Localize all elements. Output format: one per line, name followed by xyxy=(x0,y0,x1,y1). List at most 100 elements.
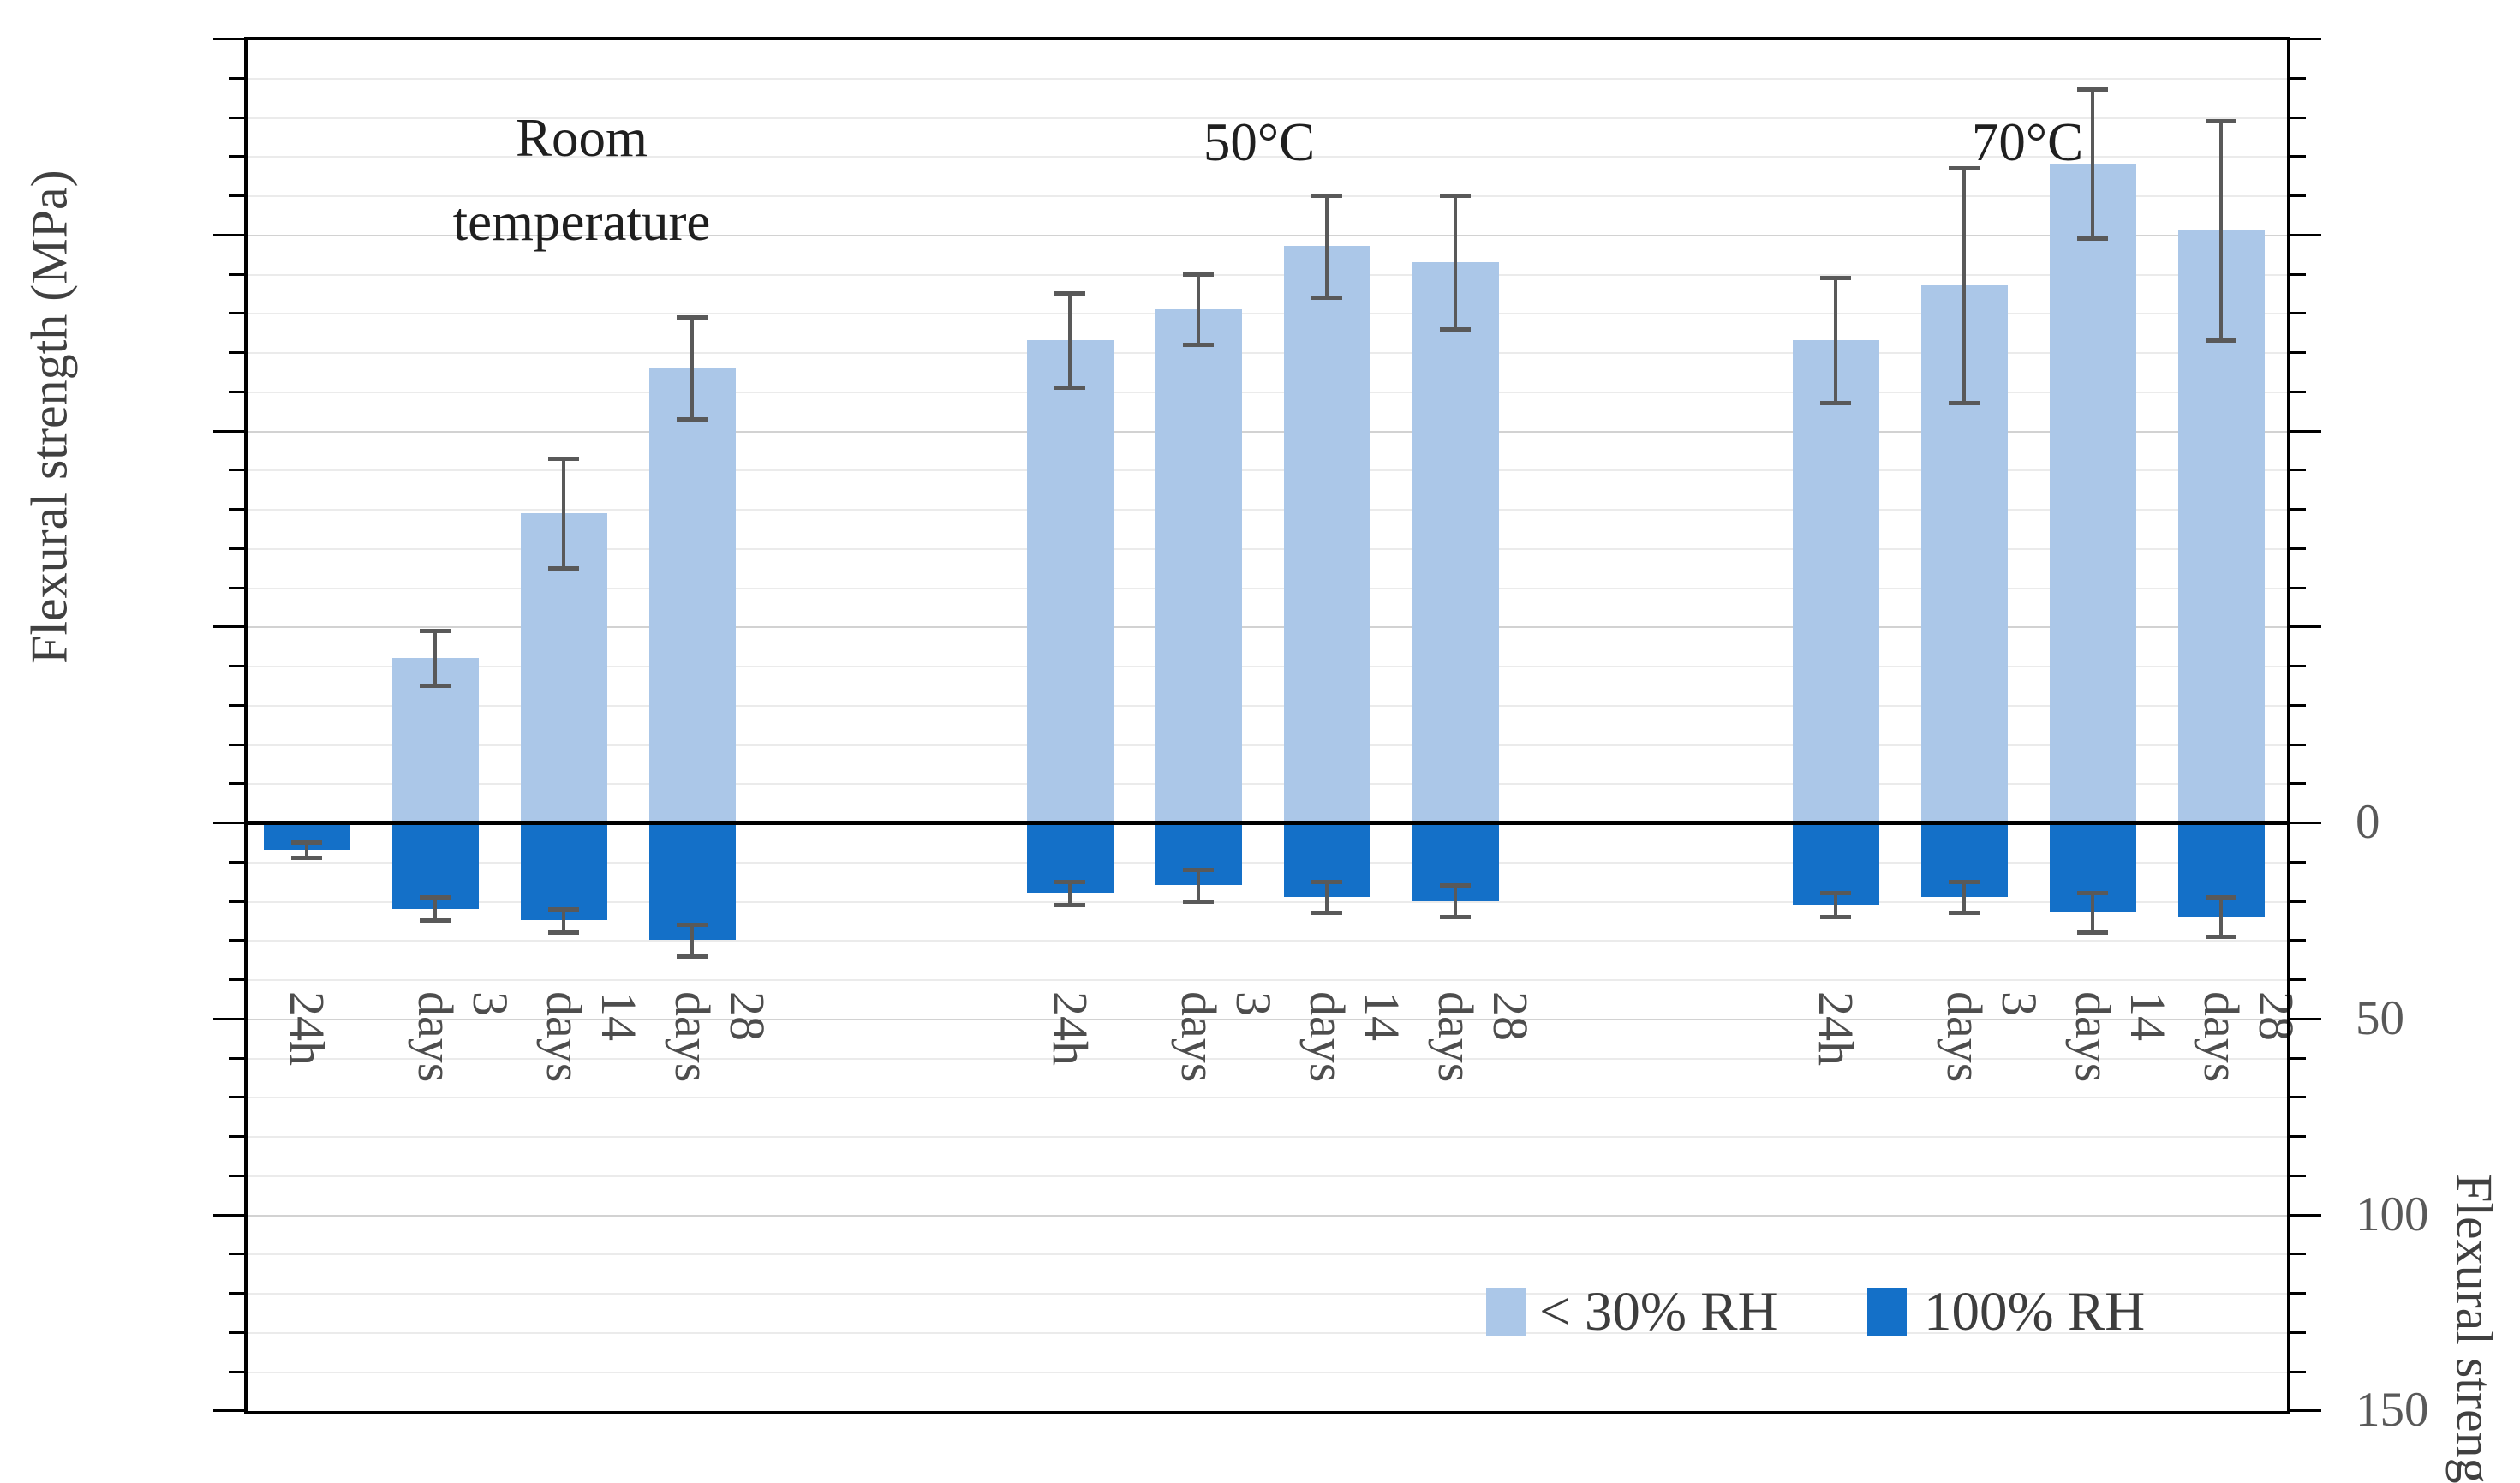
bar-lt30rh xyxy=(1792,340,1879,822)
error-bar-stem xyxy=(690,924,694,956)
right-axis-tick xyxy=(2289,38,2321,40)
error-bar-stem xyxy=(433,896,437,921)
error-bar-cap xyxy=(2206,894,2236,900)
error-bar-stem xyxy=(2219,121,2223,341)
error-bar-stem xyxy=(1834,278,1837,404)
category-label: 14 days xyxy=(2065,991,2176,1083)
error-bar-cap xyxy=(291,856,322,861)
left-axis-tick xyxy=(229,1331,246,1334)
error-bar-cap xyxy=(2206,934,2236,939)
right-axis-tick xyxy=(2289,508,2306,511)
gridline-major xyxy=(246,1215,2289,1217)
right-axis-tick xyxy=(2289,822,2321,824)
error-bar-cap xyxy=(1054,386,1085,391)
legend-label-100rh: 100% RH xyxy=(1924,1281,2146,1342)
left-axis-tick xyxy=(229,587,246,589)
gridline-major xyxy=(246,431,2289,433)
gridline-minor xyxy=(246,1175,2289,1177)
right-axis-tick xyxy=(2289,1096,2306,1098)
error-bar-cap xyxy=(1820,891,1851,896)
right-axis-tick xyxy=(2289,469,2306,471)
left-axis-tick xyxy=(229,117,246,119)
category-label: 3 days xyxy=(1171,991,1281,1083)
error-bar-cap xyxy=(1820,914,1851,919)
right-axis-tick xyxy=(2289,234,2321,236)
error-bar-stem xyxy=(1197,869,1200,901)
left-axis-tick xyxy=(229,744,246,746)
error-bar-cap xyxy=(677,314,708,320)
category-label: 3 days xyxy=(408,991,518,1083)
right-axis-tick xyxy=(2289,861,2306,864)
gridline-minor xyxy=(246,548,2289,550)
bar-lt30rh xyxy=(648,368,736,822)
error-bar-cap xyxy=(291,840,322,845)
left-axis-tick xyxy=(213,38,246,40)
right-axis-tick xyxy=(2289,1292,2306,1295)
category-label: 24h xyxy=(1808,991,1864,1066)
right-axis-tick xyxy=(2289,77,2306,80)
group-title-50c-text: 50°C xyxy=(1203,112,1316,172)
right-axis-tick xyxy=(2289,194,2306,197)
right-axis-tick xyxy=(2289,939,2306,942)
left-axis-tick xyxy=(213,430,246,433)
bar-100rh xyxy=(1792,822,1879,906)
error-bar-cap xyxy=(1183,342,1214,347)
error-bar-cap xyxy=(1183,867,1214,872)
gridline-minor xyxy=(246,705,2289,707)
category-label: 24h xyxy=(1042,991,1098,1066)
error-bar-cap xyxy=(420,628,451,633)
gridline-minor xyxy=(246,352,2289,354)
gridline-minor xyxy=(246,940,2289,942)
gridline-minor xyxy=(246,469,2289,471)
category-label: 28 days xyxy=(665,991,775,1083)
group-title-70c-text: 70°C xyxy=(1971,112,2084,172)
error-bar-stem xyxy=(2091,89,2094,239)
left-axis-tick xyxy=(229,939,246,942)
bar-lt30rh xyxy=(1412,261,1499,822)
gridline-major xyxy=(246,1019,2289,1020)
left-axis-tick xyxy=(229,665,246,667)
error-bar-stem xyxy=(1962,167,1966,404)
right-axis-tick xyxy=(2289,1175,2306,1177)
error-bar-cap xyxy=(1949,911,1980,916)
gridline-minor xyxy=(246,666,2289,667)
gridline-minor xyxy=(246,195,2289,197)
error-bar-stem xyxy=(1834,893,1837,917)
error-bar-cap xyxy=(1311,911,1342,916)
gridline-minor xyxy=(246,979,2289,981)
bar-100rh xyxy=(648,822,736,941)
right-axis-tick xyxy=(2289,1331,2306,1334)
error-bar-cap xyxy=(548,930,579,936)
gridline-minor xyxy=(246,78,2289,80)
error-bar-cap xyxy=(420,683,451,688)
left-axis-tick xyxy=(213,1214,246,1217)
left-axis-tick xyxy=(229,861,246,864)
left-axis-tick xyxy=(229,704,246,707)
left-axis-tick xyxy=(229,1175,246,1177)
group-title-room-temperature: Room temperature xyxy=(325,96,839,264)
left-axis-tick xyxy=(229,194,246,197)
group-title-room-line1: Room xyxy=(515,108,648,168)
error-bar-cap xyxy=(677,954,708,959)
left-axis-tick xyxy=(229,1096,246,1098)
error-bar-cap xyxy=(1949,401,1980,406)
gridline-minor xyxy=(246,1332,2289,1334)
right-axis-tick xyxy=(2289,1018,2321,1020)
left-axis-tick xyxy=(229,351,246,354)
legend-swatch-lt30rh xyxy=(1486,1288,1526,1336)
error-bar-cap xyxy=(2077,87,2108,93)
left-axis-tick xyxy=(213,822,246,824)
left-axis-tick xyxy=(229,1371,246,1373)
right-axis-tick xyxy=(2289,1409,2321,1412)
error-bar-cap xyxy=(1311,194,1342,198)
legend-swatch-100rh xyxy=(1867,1288,1907,1336)
error-bar-cap xyxy=(2077,930,2108,936)
plot-frame xyxy=(244,37,2290,1414)
right-axis-tick xyxy=(2289,273,2306,276)
error-bar-cap xyxy=(548,906,579,912)
left-axis-tick xyxy=(229,547,246,550)
right-axis-tick xyxy=(2289,312,2306,314)
right-axis-tick xyxy=(2289,782,2306,785)
error-bar-stem xyxy=(433,630,437,685)
error-bar-cap xyxy=(1949,165,1980,170)
